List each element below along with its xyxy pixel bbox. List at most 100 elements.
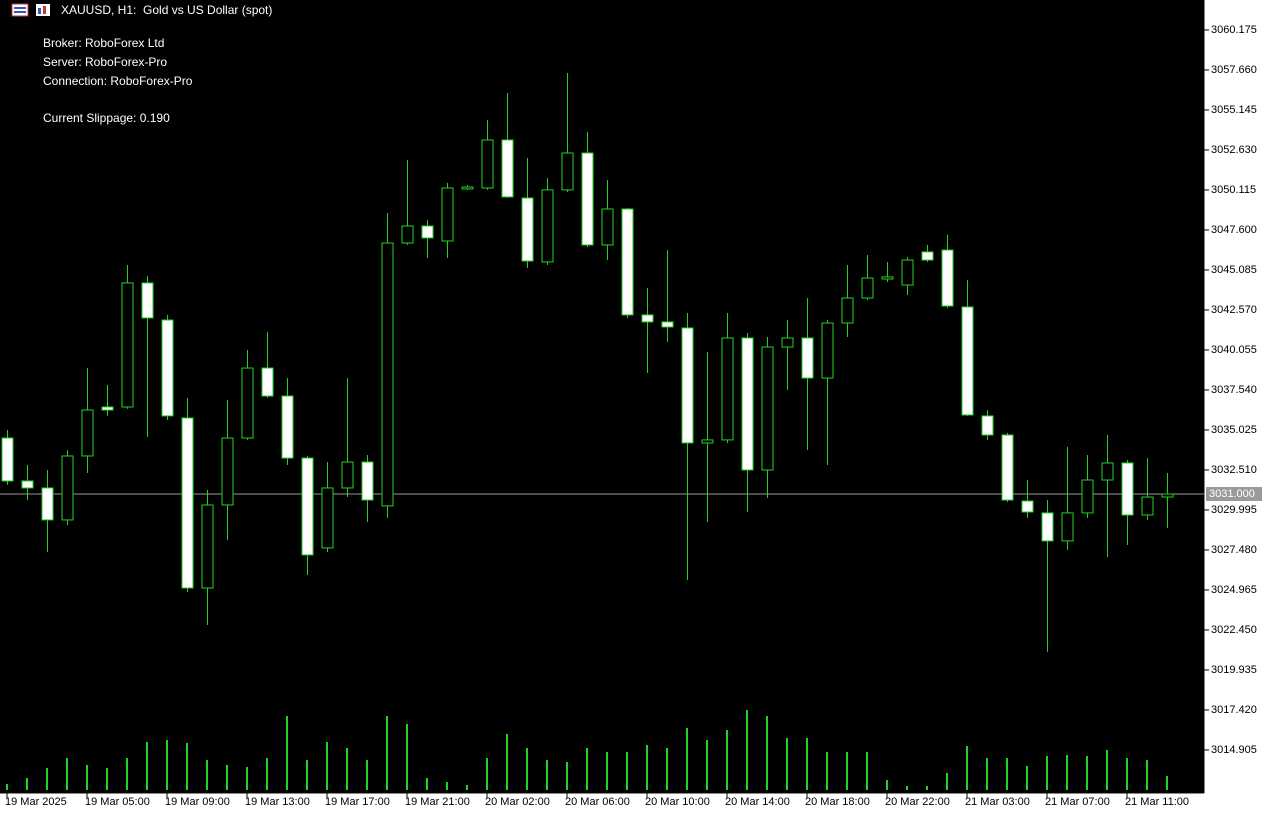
candle-body: [401, 225, 414, 244]
candle-body: [1121, 462, 1134, 516]
y-tick-label: 3042.570: [1211, 304, 1257, 316]
y-tick-label: 3040.055: [1211, 344, 1257, 356]
x-tick-label: 20 Mar 22:00: [885, 796, 950, 808]
x-tick-label: 20 Mar 02:00: [485, 796, 550, 808]
candle-body: [841, 297, 854, 324]
candle-body: [141, 282, 154, 319]
y-tick-label: 3047.600: [1211, 224, 1257, 236]
candle-body: [261, 367, 274, 397]
y-tick-label: 3037.540: [1211, 384, 1257, 396]
candle-body: [1001, 434, 1014, 501]
x-tick-label: 20 Mar 10:00: [645, 796, 710, 808]
candle-body: [1081, 479, 1094, 514]
candle-body: [881, 276, 894, 280]
y-tick-label: 3027.480: [1211, 544, 1257, 556]
candle-body: [461, 186, 474, 190]
y-tick-label: 3019.935: [1211, 664, 1257, 676]
x-tick-label: 21 Mar 07:00: [1045, 796, 1110, 808]
y-tick-label: 3032.510: [1211, 464, 1257, 476]
candle-body: [981, 415, 994, 436]
info-line: Current Slippage: 0.190: [43, 111, 170, 125]
candle-body: [661, 321, 674, 328]
candle-body: [1101, 462, 1114, 481]
x-tick-label: 20 Mar 06:00: [565, 796, 630, 808]
candle-body: [361, 461, 374, 501]
plot-background: [0, 0, 1204, 793]
y-tick-label: 3017.420: [1211, 704, 1257, 716]
candle-body: [601, 208, 614, 246]
info-line: Connection: RoboForex-Pro: [43, 74, 193, 88]
candle-body: [381, 242, 394, 507]
candle-body: [941, 249, 954, 307]
candle-body: [681, 327, 694, 444]
candle-body: [421, 225, 434, 239]
x-tick-label: 19 Mar 13:00: [245, 796, 310, 808]
x-tick-label: 19 Mar 17:00: [325, 796, 390, 808]
candle-body: [441, 187, 454, 242]
candle-body: [1161, 493, 1174, 498]
candle-body: [41, 487, 54, 521]
chart-title: XAUUSD, H1: Gold vs US Dollar (spot): [61, 3, 272, 17]
current-price-label: 3031.000: [1209, 488, 1255, 500]
candle-body: [721, 337, 734, 441]
candle-body: [761, 346, 774, 471]
candle-body: [481, 139, 494, 189]
candle-body: [341, 461, 354, 489]
candle-body: [1, 437, 14, 482]
candle-body: [961, 306, 974, 416]
candle-body: [161, 319, 174, 417]
candle-body: [921, 251, 934, 261]
candle-body: [561, 152, 574, 191]
x-tick-label: 20 Mar 14:00: [725, 796, 790, 808]
candle-body: [281, 395, 294, 459]
candle-body: [321, 487, 334, 549]
x-tick-label: 19 Mar 2025: [5, 796, 67, 808]
y-tick-label: 3029.995: [1211, 504, 1257, 516]
candle-body: [581, 152, 594, 246]
x-tick-label: 21 Mar 03:00: [965, 796, 1030, 808]
candle-body: [1041, 512, 1054, 542]
y-tick-label: 3035.025: [1211, 424, 1257, 436]
y-tick-label: 3024.965: [1211, 584, 1257, 596]
candle-body: [1061, 512, 1074, 542]
info-line: Broker: RoboForex Ltd: [43, 36, 164, 50]
candle-body: [181, 417, 194, 589]
candle-body: [501, 139, 514, 198]
x-tick-label: 21 Mar 11:00: [1125, 796, 1189, 808]
x-tick-label: 20 Mar 18:00: [805, 796, 870, 808]
y-tick-label: 3045.085: [1211, 264, 1257, 276]
candle-body: [81, 409, 94, 457]
y-tick-label: 3050.115: [1211, 184, 1256, 196]
x-tick-label: 19 Mar 21:00: [405, 796, 470, 808]
candle-body: [781, 337, 794, 348]
x-tick-label: 19 Mar 09:00: [165, 796, 230, 808]
y-tick-label: 3057.660: [1211, 64, 1257, 76]
candle-body: [521, 197, 534, 262]
candle-body: [121, 282, 134, 408]
y-tick-label: 3052.630: [1211, 144, 1257, 156]
candle-body: [241, 367, 254, 439]
candle-body: [801, 337, 814, 379]
current-price-box: [1206, 486, 1262, 501]
candle-body: [1141, 496, 1154, 516]
candle-body: [541, 189, 554, 263]
candle-body: [61, 455, 74, 521]
candle-body: [201, 504, 214, 589]
y-tick-label: 3060.175: [1211, 24, 1257, 36]
candle-body: [741, 337, 754, 471]
symbol-icon: [11, 3, 50, 17]
y-tick-label: 3014.905: [1211, 744, 1257, 756]
candle-body: [1021, 500, 1034, 513]
candle-body: [641, 314, 654, 323]
info-line: Server: RoboForex-Pro: [43, 55, 167, 69]
candle-body: [221, 437, 234, 506]
candle-body: [701, 439, 714, 444]
candle-body: [101, 406, 114, 411]
candle-body: [301, 457, 314, 556]
candle-body: [861, 277, 874, 299]
candle-body: [821, 322, 834, 379]
candle-body: [901, 259, 914, 286]
x-tick-label: 19 Mar 05:00: [85, 796, 150, 808]
